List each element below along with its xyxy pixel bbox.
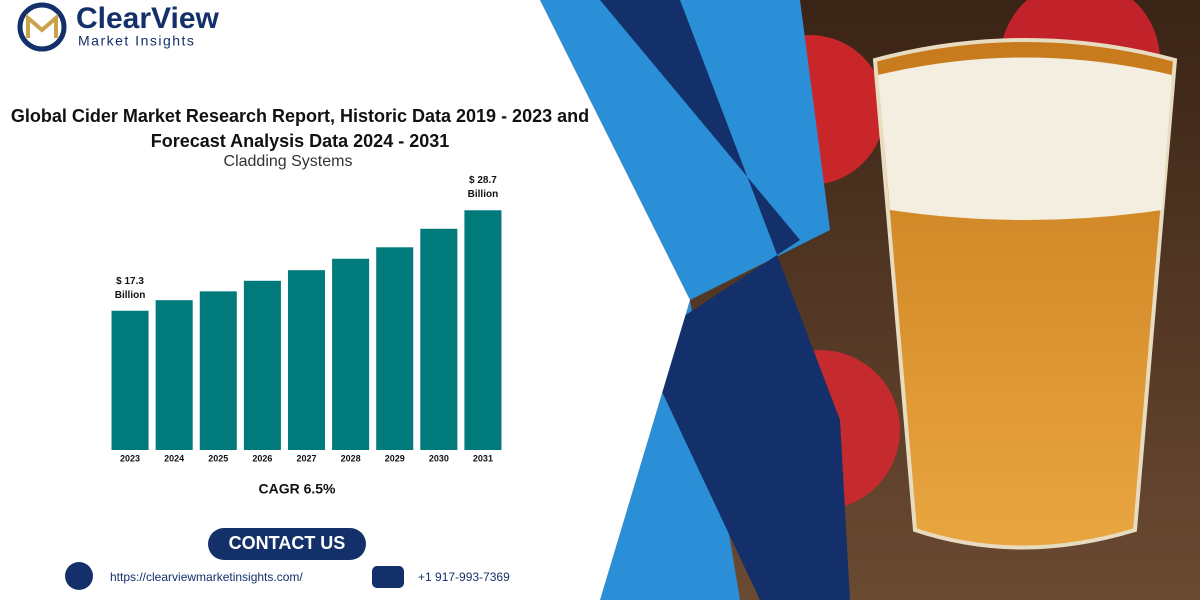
x-tick-label: 2025 <box>208 453 228 463</box>
bar <box>111 310 149 450</box>
bar <box>464 210 502 450</box>
value-label: $ 28.7 Billion <box>467 175 499 201</box>
bar <box>243 280 281 450</box>
value-label: $ 17.3 Billion <box>114 275 146 301</box>
bar <box>332 258 370 450</box>
phone: +1 917-993-7369 <box>418 570 510 584</box>
x-tick-label: 2027 <box>296 453 316 463</box>
chart-title: Global Cider Market Research Report, His… <box>10 106 590 151</box>
annotation: CAGR 6.5% <box>258 481 336 497</box>
x-tick-label: 2029 <box>385 453 405 463</box>
x-tick-label: 2028 <box>341 453 361 463</box>
contact-label[interactable]: CONTACT US <box>229 533 346 553</box>
foam <box>878 57 1172 220</box>
stripe <box>600 0 850 600</box>
chart-subtitle: Cladding Systems <box>224 153 353 170</box>
chart: 2023 2024 2025 2026 2027 2028 2029 2030 2031 <box>111 210 502 463</box>
x-tick-label: 2023 <box>120 453 140 463</box>
website[interactable]: https://clearviewmarketinsights.com/ <box>110 570 303 584</box>
x-tick-label: 2026 <box>252 453 272 463</box>
x-tick-label: 2024 <box>164 453 184 463</box>
logo-ring <box>17 2 67 52</box>
x-tick-label: 2030 <box>429 453 449 463</box>
stripe <box>540 0 830 600</box>
bar <box>287 270 326 450</box>
phone-icon <box>372 566 404 588</box>
x-tick-label: 2031 <box>473 453 493 463</box>
brand-tagline: Market Insights <box>78 33 195 49</box>
bar <box>199 291 237 450</box>
logo-mark <box>26 13 58 38</box>
bar <box>420 228 458 450</box>
contact-button[interactable] <box>208 528 366 560</box>
globe-icon <box>65 562 93 590</box>
bar <box>155 300 193 450</box>
bar <box>376 247 414 450</box>
brand-name: ClearView <box>76 2 220 35</box>
